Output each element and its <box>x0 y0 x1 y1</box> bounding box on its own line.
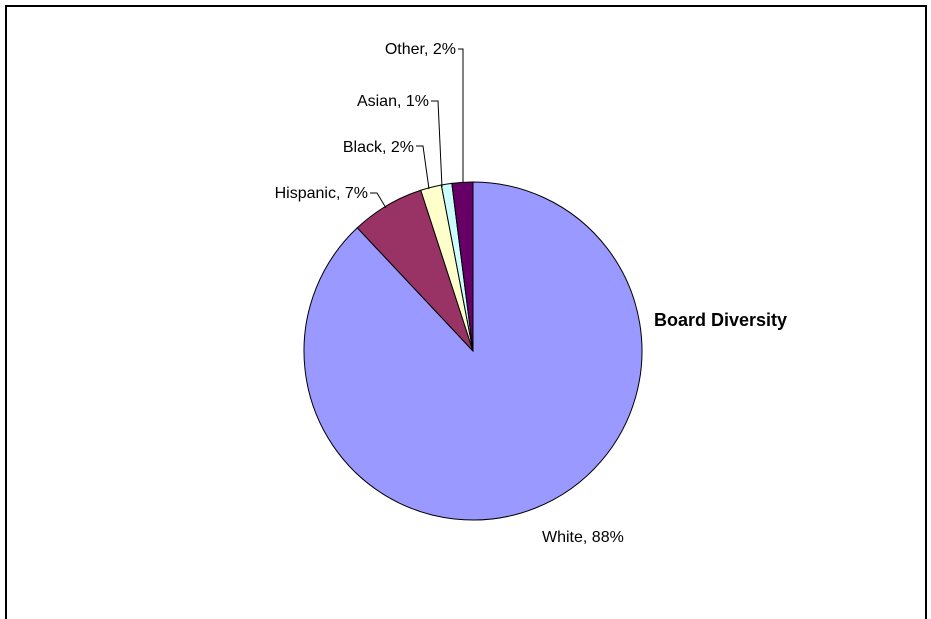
leader-line-asian <box>431 100 443 188</box>
chart-title: Board Diversity <box>654 310 787 330</box>
slice-label-white: White, 88% <box>542 529 624 546</box>
pie-slice-white <box>303 181 643 521</box>
slice-label-asian: Asian, 1% <box>357 93 429 110</box>
leader-lines <box>370 48 464 209</box>
pie-slices <box>303 181 643 521</box>
slice-label-black: Black, 2% <box>343 139 414 156</box>
leader-line-hispanic <box>370 192 387 209</box>
slice-label-hispanic: Hispanic, 7% <box>275 185 368 202</box>
pie-slice-other <box>451 181 474 352</box>
leader-line-other <box>458 48 464 183</box>
slice-labels: White, 88% Hispanic, 7% Black, 2% Asian, 1%… <box>275 41 624 546</box>
leader-line-black <box>416 145 430 190</box>
slice-label-other: Other, 2% <box>385 41 456 58</box>
